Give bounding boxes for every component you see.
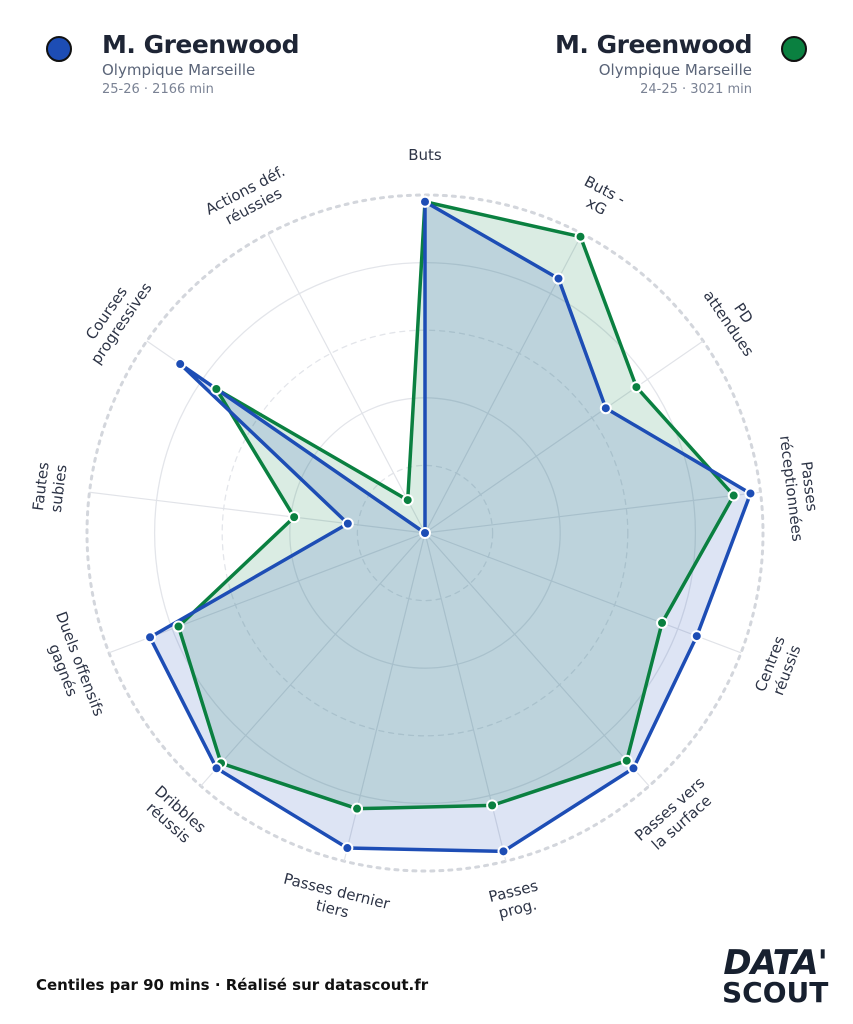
data-point — [727, 489, 740, 502]
series-area — [150, 201, 751, 852]
player-1-header: M. Greenwood Olympique Marseille 25-26 ·… — [46, 30, 299, 97]
logo-line-2: SCOUT — [722, 976, 829, 1009]
radar-ring — [356, 464, 494, 602]
data-point — [690, 630, 703, 643]
player-1-color-dot — [46, 36, 72, 62]
data-point — [599, 402, 612, 415]
axis-label: Actions déf.réussies — [202, 162, 296, 234]
data-point — [144, 631, 157, 644]
data-point — [351, 802, 364, 815]
data-point — [419, 195, 431, 208]
axis-label: Buts -xG — [573, 172, 628, 224]
player-2-header: M. Greenwood Olympique Marseille 24-25 ·… — [555, 30, 807, 97]
footer-caption: Centiles par 90 mins · Réalisé sur datas… — [36, 976, 429, 994]
data-point — [486, 799, 499, 812]
player-1-name: M. Greenwood — [102, 30, 299, 59]
axis-label: Centresréussis — [751, 633, 805, 700]
data-point — [627, 762, 640, 775]
data-point — [288, 511, 301, 524]
data-point — [210, 762, 223, 775]
axis-label-line: Passes — [797, 460, 821, 512]
axis-label: Passes versla surface — [631, 773, 720, 858]
data-point — [341, 517, 354, 530]
player-2-name: M. Greenwood — [555, 30, 752, 59]
axis-label-line: subies — [47, 463, 71, 513]
player-2-meta: 24-25 · 3021 min — [640, 82, 752, 97]
player-1-club: Olympique Marseille — [102, 61, 256, 79]
data-point — [630, 381, 643, 394]
data-point — [744, 487, 757, 500]
data-point — [210, 382, 223, 395]
data-point — [656, 616, 669, 629]
axis-label-line: Fautes — [29, 461, 53, 512]
data-point — [172, 620, 185, 633]
data-point — [419, 527, 431, 539]
series-area — [178, 201, 734, 809]
radar-spoke — [108, 532, 426, 654]
player-2-club: Olympique Marseille — [598, 61, 752, 79]
axis-label: PDattendues — [700, 277, 773, 360]
data-point — [552, 272, 565, 285]
datascout-logo: DATA' SCOUT — [722, 943, 829, 1009]
radar-spoke — [267, 233, 426, 534]
data-point — [497, 845, 510, 858]
axis-label-line: Buts — [408, 146, 442, 164]
radar-spoke — [89, 491, 426, 534]
data-point — [401, 494, 414, 507]
axis-label: Coursesprogressives — [72, 269, 156, 368]
data-point — [620, 754, 633, 767]
radar-spoke — [424, 340, 704, 534]
radar-spoke — [424, 491, 761, 534]
player-1-meta: 25-26 · 2166 min — [102, 82, 214, 97]
player-2-color-dot — [781, 36, 807, 62]
axis-label: Passes derniertiers — [277, 870, 392, 931]
axis-label: Duels offensifsgagnés — [35, 609, 108, 725]
axis-label: Fautessubies — [29, 461, 71, 514]
data-point — [574, 230, 587, 243]
axis-label: Dribblesréussis — [139, 782, 210, 850]
radar-spoke — [424, 532, 650, 787]
axis-label: Passesréceptionnées — [776, 432, 825, 542]
radar-spoke — [200, 532, 426, 787]
axis-label: Passesprog. — [487, 876, 545, 923]
series-line — [148, 200, 753, 854]
data-point — [341, 842, 354, 855]
logo-line-1: DATA' — [723, 943, 828, 983]
axis-label: Buts — [408, 146, 442, 164]
data-point — [174, 358, 187, 371]
radar-spoke — [424, 532, 742, 654]
